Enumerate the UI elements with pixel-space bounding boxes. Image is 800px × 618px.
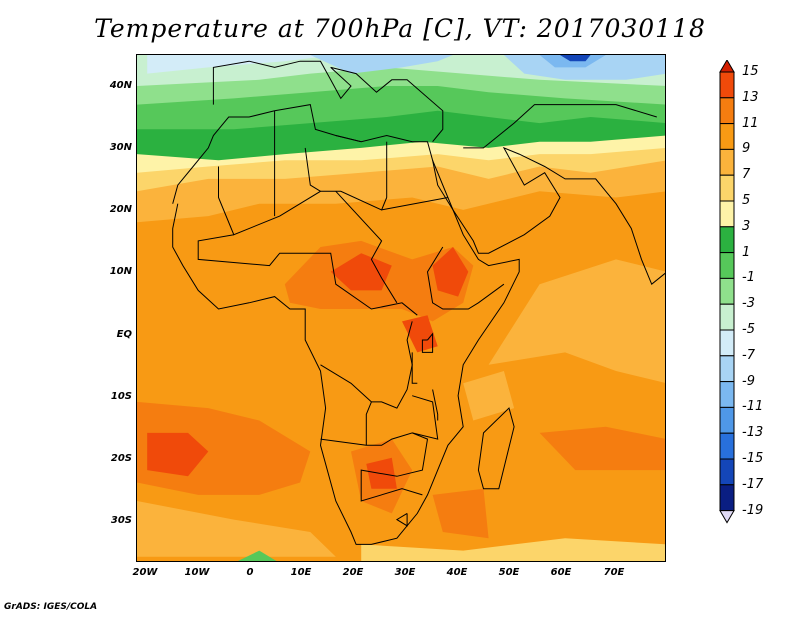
- lon-tick-30E: 30E: [394, 567, 416, 578]
- border-sudan-egypt: [381, 197, 448, 211]
- lat-tick-EQ: EQ: [116, 329, 132, 340]
- legend-swatch: [719, 406, 735, 434]
- field-hot-chad: [330, 253, 392, 291]
- legend-label: -1: [742, 270, 755, 286]
- legend-label: -7: [742, 347, 755, 363]
- lon-tick-10E: 10E: [290, 567, 312, 578]
- legend-swatch: [719, 329, 735, 357]
- legend-swatch: [719, 277, 735, 305]
- border-sahel: [197, 234, 418, 316]
- coastline-gulf-sidra: [335, 135, 362, 143]
- border-southern-africa: [320, 432, 429, 502]
- temperature-map: [137, 55, 665, 561]
- legend-label: -3: [742, 296, 755, 312]
- map-title: Temperature at 700hPa [C], VT: 201703011…: [94, 14, 706, 43]
- lake-victoria: [421, 332, 434, 353]
- lon-tick-60E: 60E: [550, 567, 572, 578]
- lat-tick-20S: 20S: [110, 453, 132, 464]
- legend-label: 3: [742, 218, 751, 234]
- border-zambia-malawi: [412, 395, 439, 440]
- border-iran-region: [463, 104, 657, 149]
- coastline-madagascar: [477, 407, 515, 490]
- legend-label: -15: [742, 451, 764, 466]
- legend-swatch: [719, 252, 735, 279]
- field-coldest-core: [560, 55, 591, 62]
- legend-swatch: [719, 355, 735, 383]
- lon-tick-70E: 70E: [603, 567, 625, 578]
- lon-tick-10W: 10W: [184, 567, 210, 578]
- lat-tick-10N: 10N: [109, 266, 132, 277]
- legend-label: 5: [742, 193, 751, 208]
- coastline-arabia-india: [432, 146, 665, 286]
- border-chad: [335, 190, 398, 304]
- map-panel: [136, 54, 666, 562]
- color-legend-bar: [719, 60, 735, 524]
- legend-label: 15: [742, 64, 759, 79]
- credit-text: GrADS: IGES/COLA: [4, 602, 98, 612]
- legend-swatch: [719, 71, 735, 99]
- lat-tick-30S: 30S: [110, 515, 132, 526]
- border-angola-zambia: [365, 401, 372, 446]
- field-warm-indian-ocean: [539, 426, 665, 471]
- legend-swatch: [719, 458, 735, 486]
- lat-tick-10S: 10S: [110, 391, 132, 402]
- lon-tick-20W: 20W: [132, 567, 158, 578]
- field-hot-ethiopia: [432, 247, 469, 297]
- legend-swatch: [719, 97, 735, 125]
- lat-tick-40N: 40N: [109, 80, 132, 91]
- legend-label: -17: [742, 476, 764, 492]
- legend-swatch: [719, 148, 735, 176]
- legend-label: -9: [742, 373, 755, 389]
- field-warm-mozambique-channel: [432, 488, 489, 539]
- field-cool-south: [361, 538, 665, 561]
- field-hot-south-atlantic: [147, 432, 209, 477]
- legend-swatch: [719, 174, 735, 202]
- field-pale-south-west: [137, 501, 336, 557]
- lat-tick-30N: 30N: [109, 142, 132, 153]
- temperature-fields: [137, 55, 665, 561]
- border-lesotho: [395, 512, 408, 527]
- legend-label: 9: [742, 141, 751, 157]
- legend-label: 1: [742, 244, 751, 260]
- legend-swatch: [719, 381, 735, 408]
- border-libya: [304, 147, 321, 192]
- legend-swatch: [719, 484, 735, 512]
- field-pale-east-africa: [463, 371, 515, 421]
- border-congo: [320, 321, 413, 409]
- border-ethiopia: [426, 246, 505, 310]
- legend-label: -13: [742, 425, 764, 441]
- lon-tick-0: 0: [246, 567, 254, 578]
- legend-cap-bottom: [719, 510, 735, 524]
- field-cold-core: [539, 55, 606, 68]
- lat-tick-20N: 20N: [109, 204, 132, 215]
- coastlines-and-borders: [172, 60, 665, 545]
- field-pale-arabian-sea: [488, 259, 665, 383]
- field-cool-central-asia: [503, 55, 665, 80]
- coastline-africa: [172, 104, 520, 545]
- legend-label: 11: [742, 115, 759, 131]
- legend-swatch: [719, 200, 735, 228]
- coastline-southern-europe: [212, 60, 444, 143]
- border-sahara: [218, 166, 388, 236]
- legend-label: -11: [742, 399, 764, 415]
- legend-swatch: [719, 303, 735, 331]
- field-cool-balkans: [310, 55, 453, 74]
- field-green-south: [237, 550, 277, 561]
- legend-label: -5: [742, 322, 755, 337]
- lake-malawi: [432, 389, 439, 421]
- legend-label: 13: [742, 89, 759, 105]
- field-cool-west: [147, 55, 336, 74]
- legend-label: 7: [742, 167, 751, 183]
- legend-cap-top: [719, 60, 735, 73]
- legend-swatch: [719, 226, 735, 254]
- lon-tick-20E: 20E: [342, 567, 364, 578]
- lon-tick-40E: 40E: [446, 567, 468, 578]
- legend-swatch: [719, 432, 735, 460]
- legend-label: -19: [742, 502, 764, 518]
- lon-tick-50E: 50E: [498, 567, 520, 578]
- legend-swatch: [719, 123, 735, 150]
